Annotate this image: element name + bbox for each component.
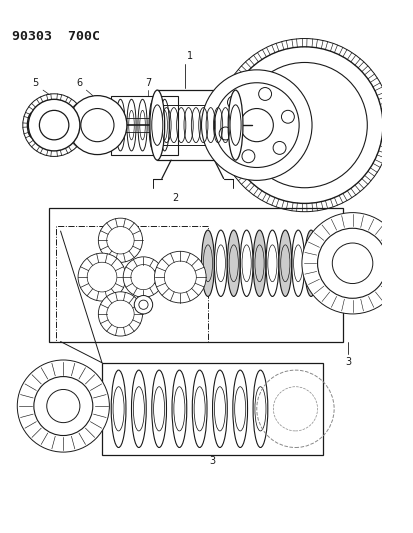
Circle shape — [47, 390, 80, 423]
Circle shape — [258, 87, 271, 100]
Circle shape — [138, 300, 148, 309]
Ellipse shape — [280, 245, 289, 282]
Circle shape — [107, 227, 134, 254]
Circle shape — [301, 213, 402, 314]
Text: 90303  700C: 90303 700C — [12, 30, 100, 43]
Ellipse shape — [228, 90, 242, 160]
Text: 6: 6 — [76, 78, 82, 88]
Circle shape — [68, 95, 126, 155]
Circle shape — [201, 70, 311, 180]
Bar — [102, 363, 322, 455]
Ellipse shape — [152, 105, 162, 146]
Bar — [56, 227, 207, 342]
Circle shape — [39, 110, 69, 140]
Circle shape — [273, 141, 285, 155]
Ellipse shape — [230, 105, 240, 146]
Ellipse shape — [150, 90, 164, 160]
Circle shape — [214, 83, 299, 167]
Ellipse shape — [306, 245, 315, 282]
Bar — [48, 208, 342, 342]
Circle shape — [164, 261, 196, 293]
Circle shape — [226, 47, 382, 204]
Text: 3: 3 — [344, 357, 350, 367]
Circle shape — [34, 377, 93, 435]
Ellipse shape — [228, 245, 238, 282]
Circle shape — [81, 109, 114, 142]
Text: 1: 1 — [186, 51, 192, 61]
Text: 7: 7 — [145, 78, 151, 88]
Circle shape — [134, 295, 152, 314]
Circle shape — [317, 228, 387, 298]
Ellipse shape — [201, 230, 214, 296]
Text: 5: 5 — [33, 78, 39, 88]
Ellipse shape — [304, 230, 317, 296]
Circle shape — [281, 110, 294, 123]
Text: 2: 2 — [172, 192, 178, 203]
Circle shape — [98, 218, 142, 262]
Ellipse shape — [27, 112, 38, 138]
Ellipse shape — [203, 245, 212, 282]
Ellipse shape — [278, 230, 291, 296]
Circle shape — [154, 251, 206, 303]
Circle shape — [240, 109, 273, 142]
Circle shape — [107, 300, 134, 328]
Circle shape — [227, 96, 240, 109]
Circle shape — [123, 257, 163, 297]
Text: 4: 4 — [412, 120, 413, 130]
Text: 3: 3 — [209, 456, 215, 466]
Circle shape — [78, 253, 126, 301]
Circle shape — [242, 62, 366, 188]
Ellipse shape — [252, 230, 265, 296]
Ellipse shape — [227, 230, 240, 296]
Circle shape — [241, 150, 254, 163]
Circle shape — [98, 292, 142, 336]
Circle shape — [87, 262, 116, 292]
Circle shape — [218, 127, 232, 140]
Circle shape — [131, 264, 156, 289]
Ellipse shape — [254, 245, 263, 282]
Circle shape — [28, 99, 80, 151]
Bar — [111, 95, 177, 155]
Circle shape — [17, 360, 109, 452]
